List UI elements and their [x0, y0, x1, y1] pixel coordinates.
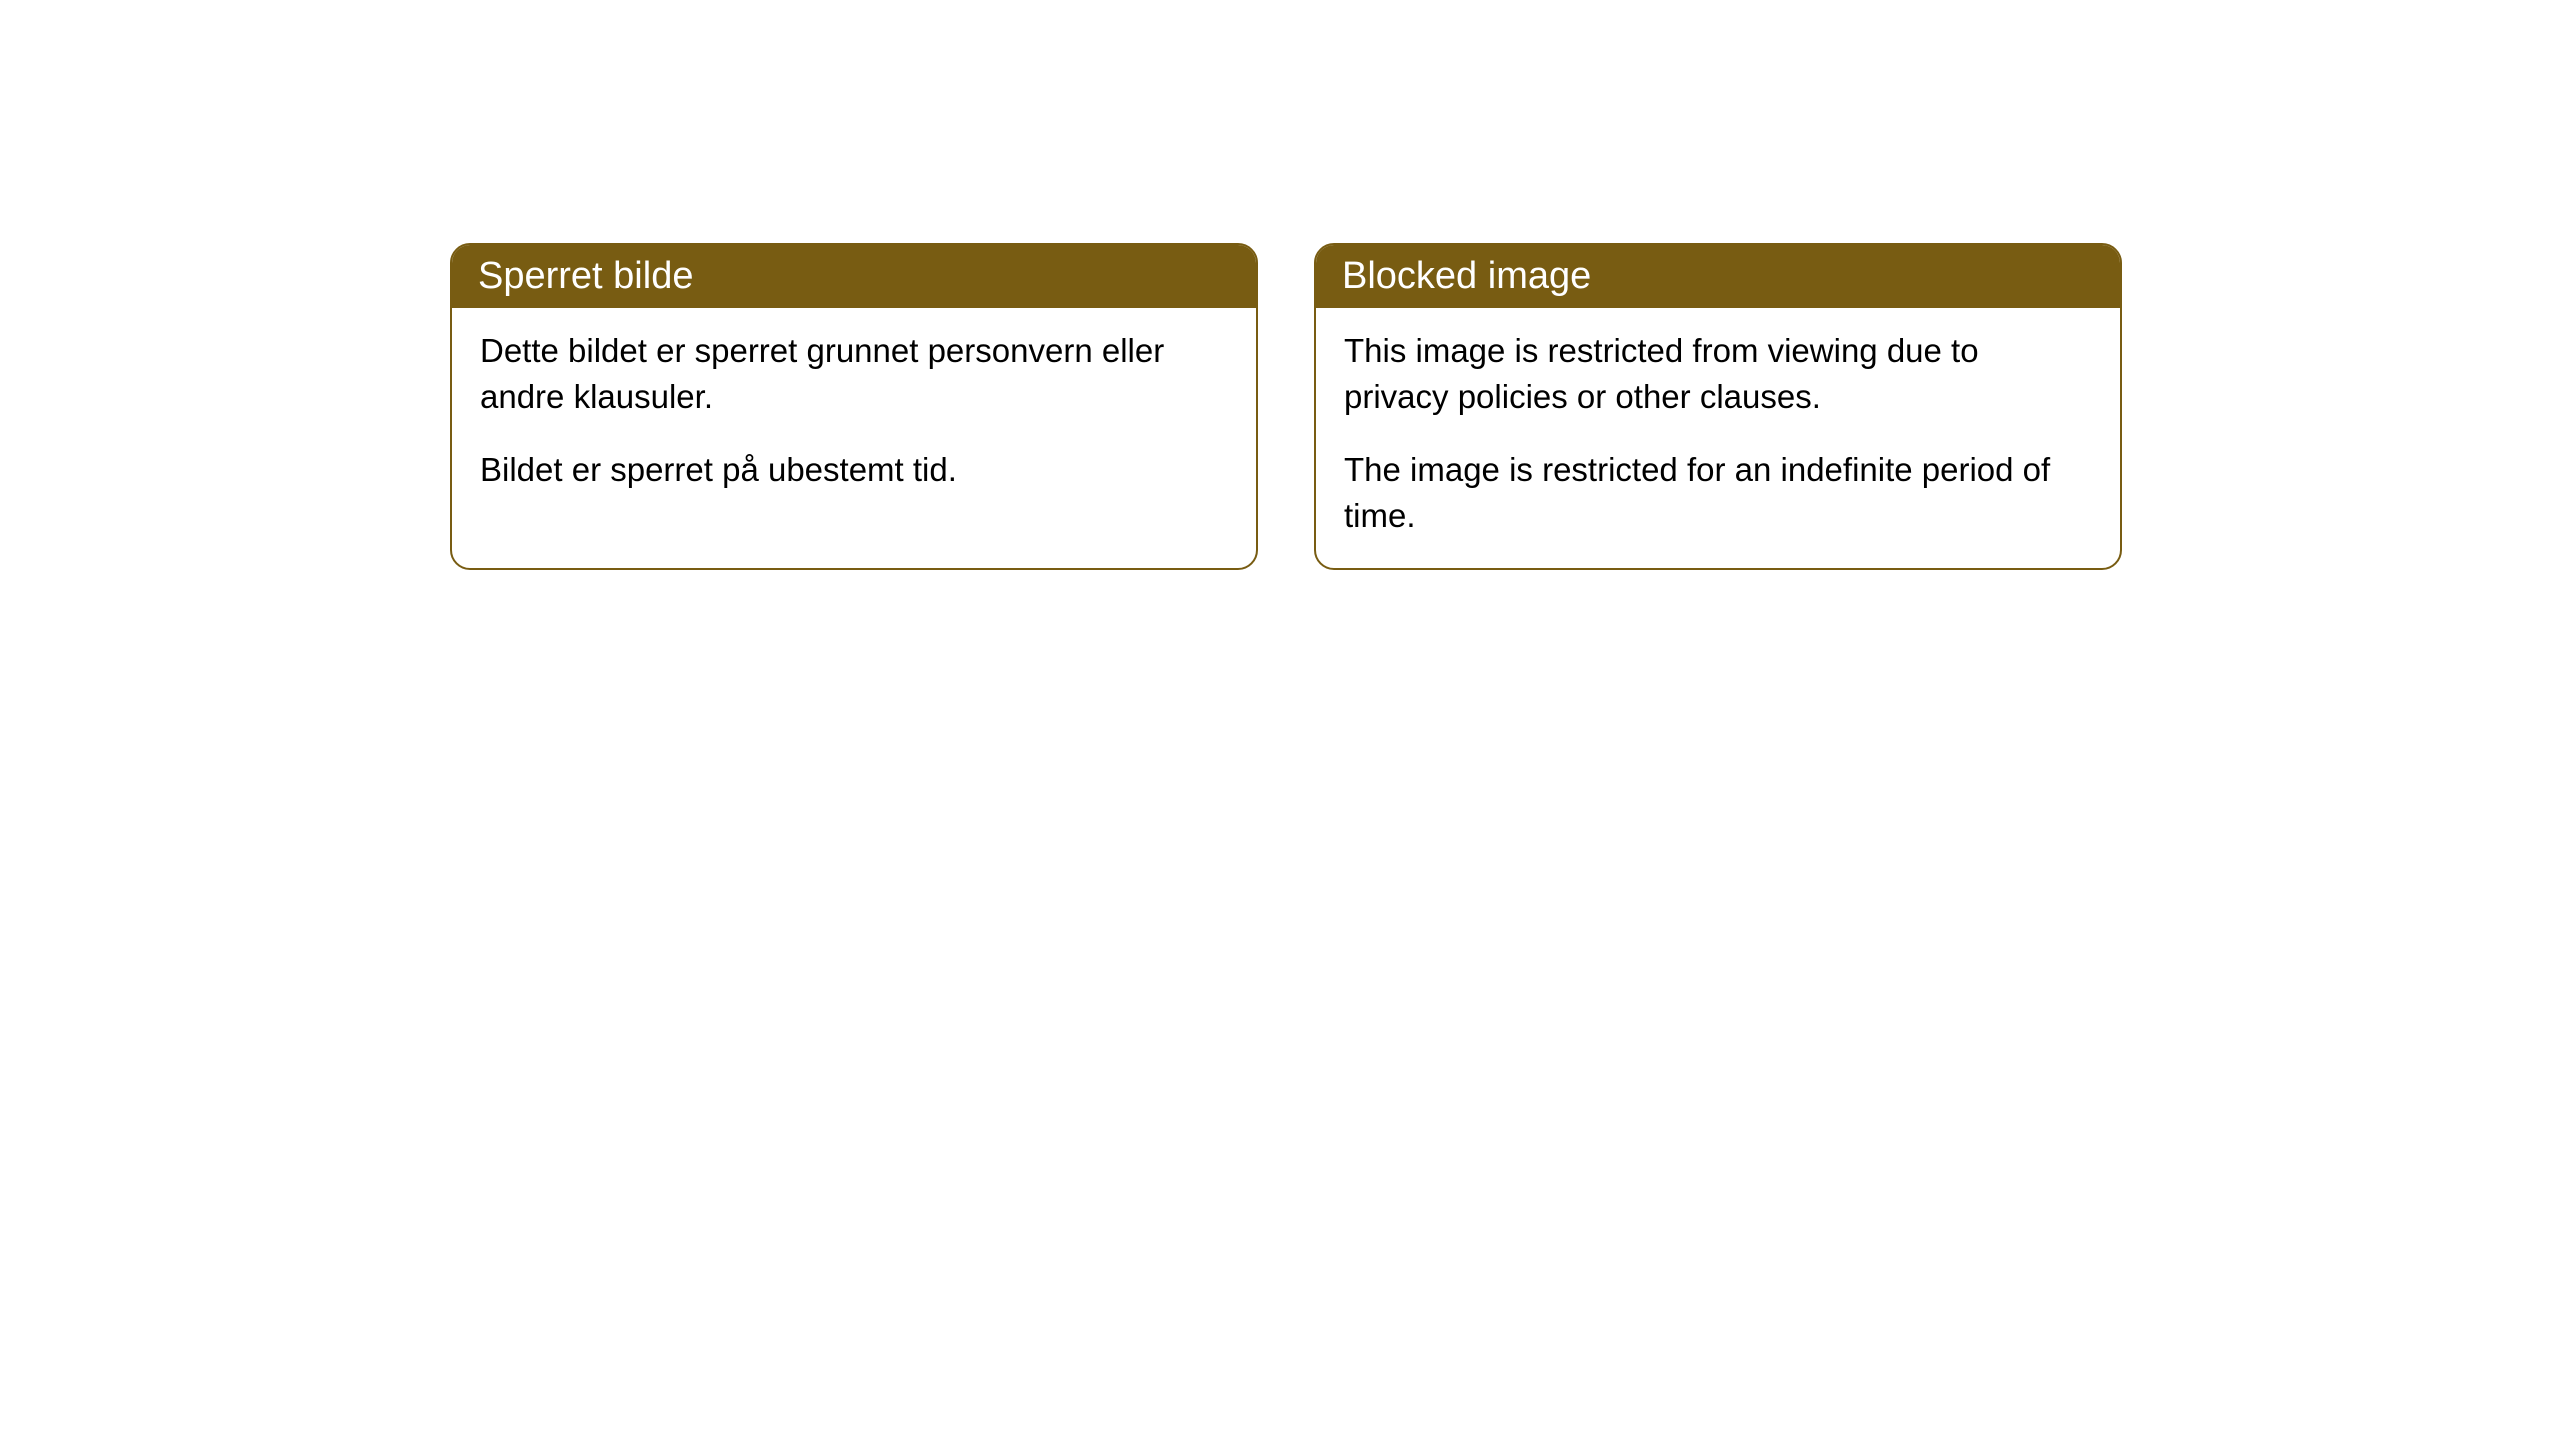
notice-card-norwegian: Sperret bilde Dette bildet er sperret gr…: [450, 243, 1258, 570]
card-paragraph: This image is restricted from viewing du…: [1344, 328, 2092, 419]
card-title: Sperret bilde: [478, 255, 693, 297]
card-header: Sperret bilde: [452, 245, 1256, 308]
card-paragraph: Dette bildet er sperret grunnet personve…: [480, 328, 1228, 419]
card-paragraph: Bildet er sperret på ubestemt tid.: [480, 447, 1228, 493]
card-body: Dette bildet er sperret grunnet personve…: [452, 308, 1256, 523]
card-header: Blocked image: [1316, 245, 2120, 308]
card-paragraph: The image is restricted for an indefinit…: [1344, 447, 2092, 538]
notice-card-english: Blocked image This image is restricted f…: [1314, 243, 2122, 570]
notice-cards-container: Sperret bilde Dette bildet er sperret gr…: [450, 243, 2122, 570]
card-body: This image is restricted from viewing du…: [1316, 308, 2120, 568]
card-title: Blocked image: [1342, 255, 1591, 297]
